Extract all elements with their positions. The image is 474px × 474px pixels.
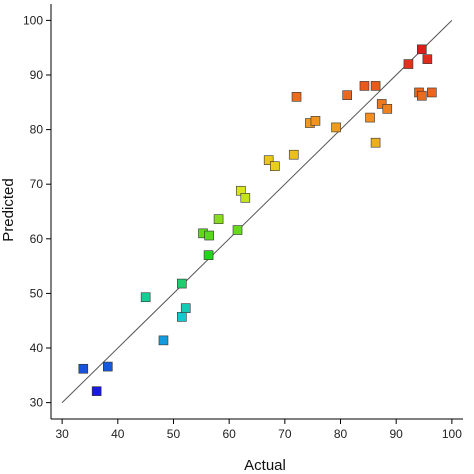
data-points-layer [78, 44, 437, 396]
reference-line [61, 20, 453, 403]
x-tick-label: 40 [111, 427, 125, 441]
data-point [422, 54, 433, 64]
data-point [427, 87, 437, 98]
y-tick-label: 70 [30, 177, 44, 191]
data-point [270, 161, 280, 171]
data-point [177, 312, 187, 322]
data-point [370, 137, 381, 148]
data-point [376, 99, 387, 109]
data-point [158, 335, 169, 346]
data-point [416, 90, 427, 101]
data-point [310, 116, 321, 126]
data-point [78, 363, 89, 374]
data-point [342, 90, 352, 100]
data-point [213, 214, 224, 224]
y-tick-label: 50 [30, 286, 44, 300]
axes-layer [50, 4, 463, 420]
y-tick-label: 90 [30, 68, 44, 82]
data-point [370, 81, 381, 91]
x-tick-label: 50 [167, 427, 181, 441]
data-point [204, 230, 214, 241]
data-point [232, 225, 243, 235]
x-tick-label: 30 [55, 427, 69, 441]
data-point [91, 386, 102, 396]
data-point [331, 122, 341, 133]
y-axis-title: Predicted [0, 178, 17, 241]
x-tick-label: 80 [334, 427, 348, 441]
data-point [382, 104, 393, 114]
data-point [359, 81, 370, 91]
data-point [180, 303, 191, 313]
data-point [291, 92, 302, 102]
data-point [365, 112, 375, 123]
data-point [240, 193, 251, 203]
reference-line-layer [61, 20, 453, 403]
data-point [102, 361, 113, 372]
data-point [203, 250, 214, 260]
data-point [177, 278, 187, 289]
data-point [403, 59, 414, 69]
data-point [140, 292, 151, 303]
x-tick-label: 60 [222, 427, 236, 441]
data-point [416, 44, 427, 55]
y-tick-label: 80 [30, 123, 44, 137]
x-tick-label: 100 [442, 427, 462, 441]
y-tick-label: 40 [30, 341, 44, 355]
x-axis-title: Actual [244, 457, 286, 474]
y-tick-label: 60 [30, 232, 44, 246]
y-tick-label: 100 [23, 13, 43, 27]
data-point [288, 149, 299, 160]
y-tick-label: 30 [30, 396, 44, 410]
data-point [263, 155, 274, 165]
ticks-layer: 30 40 50 60 70 80 90 100 30 40 50 60 70 80 90 100 [23, 13, 462, 441]
x-tick-label: 70 [278, 427, 292, 441]
x-tick-label: 90 [390, 427, 404, 441]
